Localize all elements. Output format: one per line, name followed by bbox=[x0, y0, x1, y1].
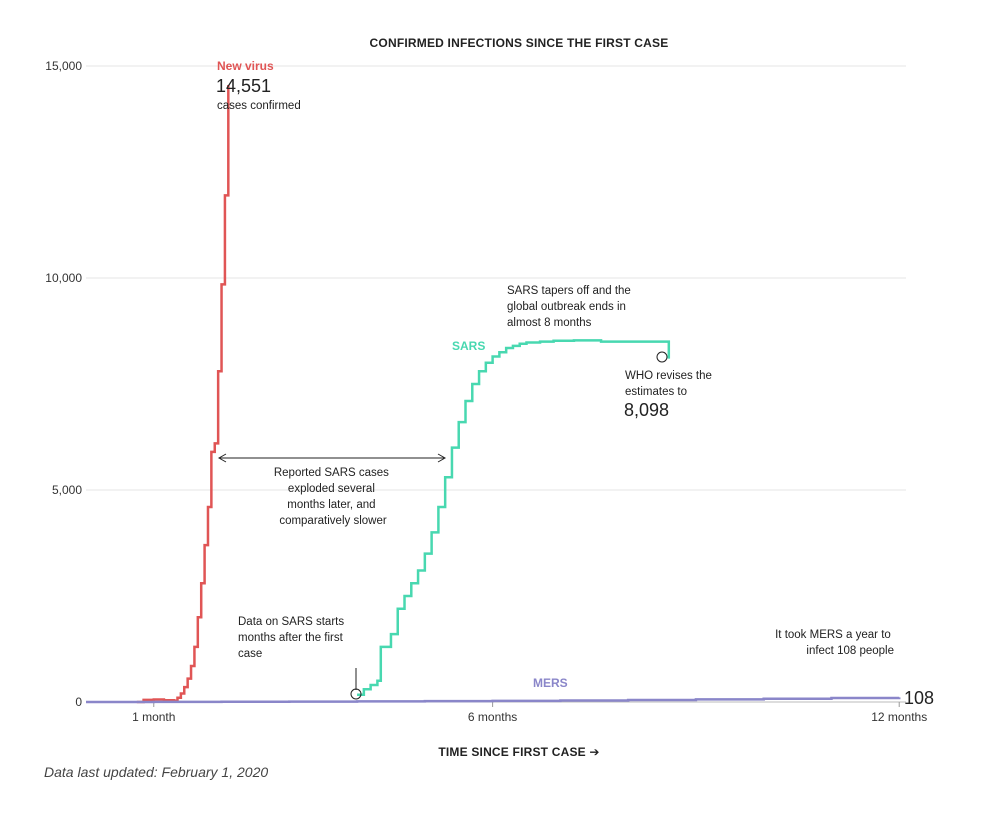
series-line-mers bbox=[86, 696, 901, 704]
mers-label: MERS bbox=[533, 676, 568, 690]
y-tick-label: 15,000 bbox=[45, 59, 82, 73]
annotation-sars-exploded: Reported SARS cases exploded several mon… bbox=[274, 467, 392, 527]
annotation-who-revises: WHO revises the estimates to bbox=[625, 370, 715, 398]
annotation-line: WHO revises the bbox=[625, 370, 712, 382]
annotation-mers-year: It took MERS a year to infect 108 people bbox=[775, 629, 894, 657]
x-tick-label: 12 months bbox=[871, 710, 927, 724]
gridlines bbox=[86, 65, 906, 703]
annotation-line: estimates to bbox=[625, 386, 687, 398]
x-axis-title: TIME SINCE FIRST CASE ➔ bbox=[438, 745, 599, 759]
annotation-line: months later, and bbox=[287, 499, 375, 511]
annotation-line: Reported SARS cases bbox=[274, 467, 389, 479]
annotation-line: exploded several bbox=[288, 483, 375, 495]
who-revised-value: 8,098 bbox=[624, 400, 669, 420]
y-tick-label: 5,000 bbox=[52, 483, 82, 497]
who-revision-marker bbox=[656, 351, 668, 363]
annotation-line: It took MERS a year to bbox=[775, 629, 891, 641]
x-tick-label: 1 month bbox=[132, 710, 175, 724]
data-updated-note: Data last updated: February 1, 2020 bbox=[44, 764, 269, 780]
annotation-sars-tapers: SARS tapers off and the global outbreak … bbox=[507, 285, 634, 329]
annotation-line: case bbox=[238, 648, 262, 660]
annotation-line: SARS tapers off and the bbox=[507, 285, 631, 297]
chart-title: CONFIRMED INFECTIONS SINCE THE FIRST CAS… bbox=[370, 36, 669, 50]
series-line-new-virus bbox=[136, 85, 230, 704]
sars-label: SARS bbox=[452, 339, 485, 353]
annotation-line: Data on SARS starts bbox=[238, 616, 344, 628]
annotation-line: infect 108 people bbox=[806, 645, 894, 657]
mers-end-value: 108 bbox=[904, 688, 934, 708]
x-axis: 1 month 6 months 12 months bbox=[132, 702, 927, 724]
x-tick-label: 6 months bbox=[468, 710, 517, 724]
y-axis: 0 5,000 10,000 15,000 bbox=[45, 59, 82, 709]
double-arrow-icon bbox=[217, 453, 447, 463]
annotation-line: almost 8 months bbox=[507, 317, 592, 329]
annotation-sars-data-start: Data on SARS starts months after the fir… bbox=[238, 616, 347, 660]
y-tick-label: 0 bbox=[75, 695, 82, 709]
new-virus-label: New virus bbox=[217, 59, 274, 73]
annotation-line: comparatively slower bbox=[279, 515, 387, 527]
annotation-line: global outbreak ends in bbox=[507, 301, 626, 313]
y-tick-label: 10,000 bbox=[45, 271, 82, 285]
new-virus-subtitle: cases confirmed bbox=[217, 100, 301, 112]
sars-start-marker bbox=[350, 688, 362, 700]
series-lines bbox=[86, 85, 901, 704]
series-line-sars bbox=[357, 339, 671, 697]
annotation-line: months after the first bbox=[238, 632, 344, 644]
new-virus-value: 14,551 bbox=[216, 76, 271, 96]
